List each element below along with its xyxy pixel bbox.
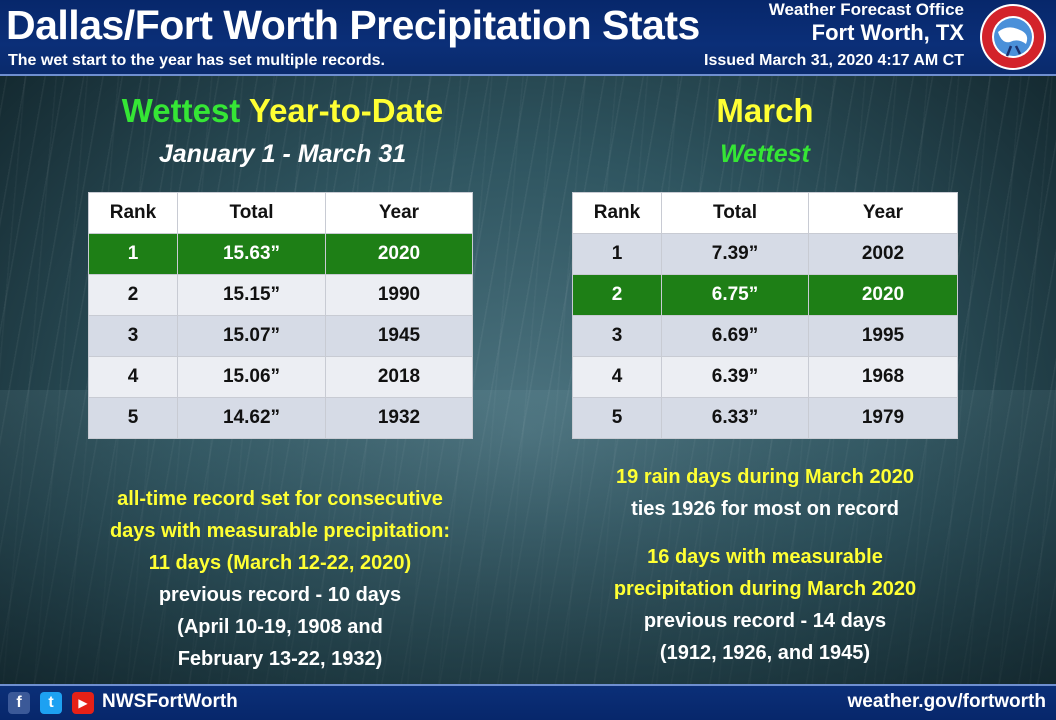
ytd-heading-wettest: Wettest — [121, 92, 241, 129]
rank-cell: 4 — [572, 356, 662, 398]
year-cell: 1990 — [325, 274, 473, 316]
table-row: 5 14.62” 1932 — [88, 397, 473, 439]
march-heading: March — [716, 92, 814, 129]
total-cell: 15.06” — [177, 356, 326, 398]
ytd-consecutive-days-note: all-time record set for consecutive days… — [60, 483, 500, 675]
table-row: 1 7.39” 2002 — [572, 233, 958, 275]
rank-cell: 2 — [88, 274, 178, 316]
issued-timestamp: Issued March 31, 2020 4:17 AM CT — [704, 52, 964, 69]
note-line: February 13-22, 1932) — [177, 648, 383, 670]
table-header-row: Rank Total Year — [88, 192, 473, 234]
page-subtitle: The wet start to the year has set multip… — [8, 52, 385, 69]
table-row: 4 15.06” 2018 — [88, 356, 473, 398]
header-bar: Dallas/Fort Worth Precipitation Stats Th… — [0, 0, 1056, 76]
year-cell: 1968 — [808, 356, 958, 398]
year-cell: 1979 — [808, 397, 958, 439]
office-name: Weather Forecast Office — [768, 0, 964, 19]
column-header-year: Year — [808, 192, 958, 234]
year-cell: 2020 — [325, 233, 473, 275]
note-line: previous record - 10 days — [158, 584, 402, 606]
rank-cell: 2 — [572, 274, 662, 316]
office-location: Fort Worth, TX — [811, 20, 964, 45]
table-row-highlighted: 2 6.75” 2020 — [572, 274, 958, 316]
note-line: 19 rain days during March 2020 — [616, 466, 914, 488]
note-line: precipitation during March 2020 — [613, 578, 917, 600]
youtube-icon[interactable]: ▶ — [72, 692, 94, 714]
table-row: 3 6.69” 1995 — [572, 315, 958, 357]
total-cell: 15.07” — [177, 315, 326, 357]
total-cell: 14.62” — [177, 397, 326, 439]
total-cell: 15.63” — [177, 233, 326, 275]
total-cell: 6.33” — [661, 397, 809, 439]
note-line: ties 1926 for most on record — [631, 498, 899, 520]
year-cell: 1995 — [808, 315, 958, 357]
note-line: 16 days with measurable — [647, 546, 883, 568]
march-rank-table: Rank Total Year 1 7.39” 2002 2 6.75” 202… — [572, 192, 958, 439]
note-line: 11 days (March 12-22, 2020) — [148, 552, 412, 574]
note-line: days with measurable precipitation: — [109, 520, 451, 542]
year-cell: 2002 — [808, 233, 958, 275]
column-header-rank: Rank — [572, 192, 662, 234]
nws-logo-icon — [980, 4, 1046, 70]
table-header-row: Rank Total Year — [572, 192, 958, 234]
ytd-heading-period: Year-to-Date — [248, 92, 444, 129]
march-measurable-days-note: 16 days with measurable precipitation du… — [560, 541, 970, 669]
column-header-total: Total — [661, 192, 809, 234]
year-cell: 2020 — [808, 274, 958, 316]
note-line: (1912, 1926, and 1945) — [659, 642, 871, 664]
note-line: previous record - 14 days — [643, 610, 887, 632]
rank-cell: 1 — [88, 233, 178, 275]
facebook-icon[interactable]: f — [8, 692, 30, 714]
rank-cell: 4 — [88, 356, 178, 398]
ytd-heading: Wettest Year-to-Date — [90, 92, 475, 130]
year-cell: 1945 — [325, 315, 473, 357]
rank-cell: 3 — [88, 315, 178, 357]
table-row: 2 15.15” 1990 — [88, 274, 473, 316]
rank-cell: 3 — [572, 315, 662, 357]
table-row: 4 6.39” 1968 — [572, 356, 958, 398]
ytd-date-range: January 1 - March 31 — [158, 140, 407, 168]
rank-cell: 5 — [88, 397, 178, 439]
table-row-highlighted: 1 15.63” 2020 — [88, 233, 473, 275]
total-cell: 15.15” — [177, 274, 326, 316]
total-cell: 6.39” — [661, 356, 809, 398]
total-cell: 6.69” — [661, 315, 809, 357]
column-header-year: Year — [325, 192, 473, 234]
website-link[interactable]: weather.gov/fortworth — [847, 691, 1046, 712]
march-rain-days-note: 19 rain days during March 2020 ties 1926… — [560, 461, 970, 525]
total-cell: 7.39” — [661, 233, 809, 275]
table-row: 3 15.07” 1945 — [88, 315, 473, 357]
table-row: 5 6.33” 1979 — [572, 397, 958, 439]
rank-cell: 1 — [572, 233, 662, 275]
page-title: Dallas/Fort Worth Precipitation Stats — [6, 2, 700, 48]
column-header-total: Total — [177, 192, 326, 234]
total-cell: 6.75” — [661, 274, 809, 316]
social-handle[interactable]: NWSFortWorth — [102, 691, 238, 712]
footer-bar: f t ▶ NWSFortWorth weather.gov/fortworth — [0, 684, 1056, 720]
year-cell: 1932 — [325, 397, 473, 439]
year-cell: 2018 — [325, 356, 473, 398]
rank-cell: 5 — [572, 397, 662, 439]
note-line: all-time record set for consecutive — [117, 488, 443, 510]
march-subheading: Wettest — [720, 140, 810, 168]
column-header-rank: Rank — [88, 192, 178, 234]
twitter-icon[interactable]: t — [40, 692, 62, 714]
ytd-rank-table: Rank Total Year 1 15.63” 2020 2 15.15” 1… — [88, 192, 473, 439]
note-line: (April 10-19, 1908 and — [177, 616, 383, 638]
